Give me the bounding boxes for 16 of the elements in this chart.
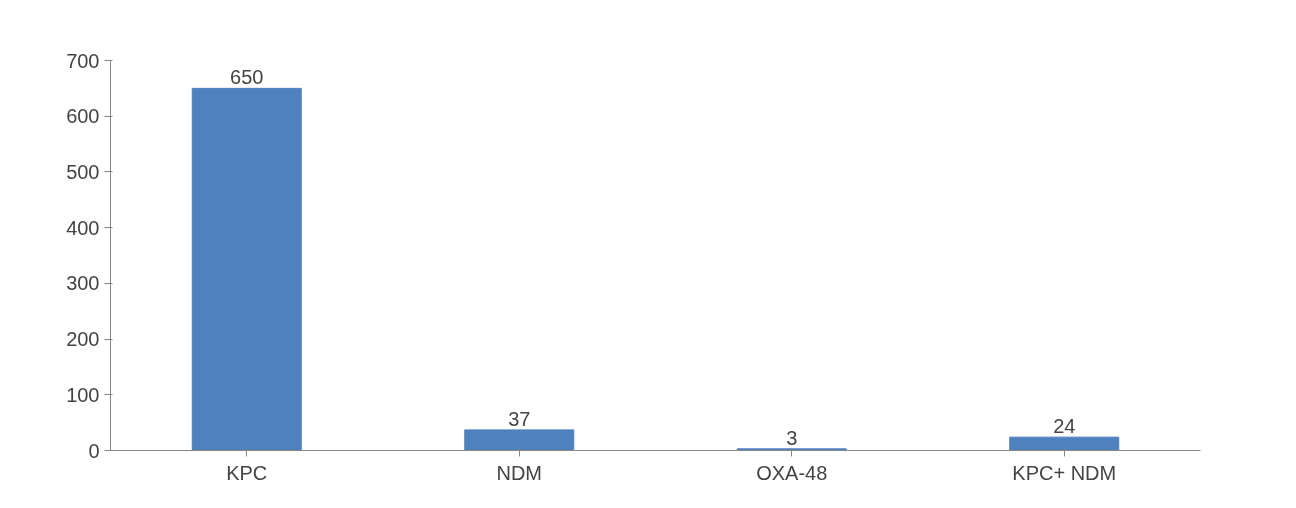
data-label: 3 (786, 426, 798, 449)
y-tick-label: 400 (66, 216, 100, 239)
y-tick-label: 500 (66, 160, 100, 183)
x-tick-label: NDM (496, 461, 543, 484)
data-label: 37 (508, 407, 531, 430)
data-label: 650 (230, 66, 264, 89)
y-tick-label: 0 (88, 439, 100, 462)
data-label: 24 (1053, 415, 1076, 438)
y-tick-label: 300 (66, 272, 100, 295)
y-tick-label: 600 (66, 105, 100, 128)
y-tick-label: 200 (66, 328, 100, 351)
x-tick-label: KPC (226, 461, 268, 484)
y-tick-label: 700 (66, 49, 100, 72)
x-tick-label: KPC+ NDM (1012, 461, 1117, 484)
x-tick-label: OXA-48 (756, 461, 828, 484)
y-tick-label: 100 (66, 383, 100, 406)
